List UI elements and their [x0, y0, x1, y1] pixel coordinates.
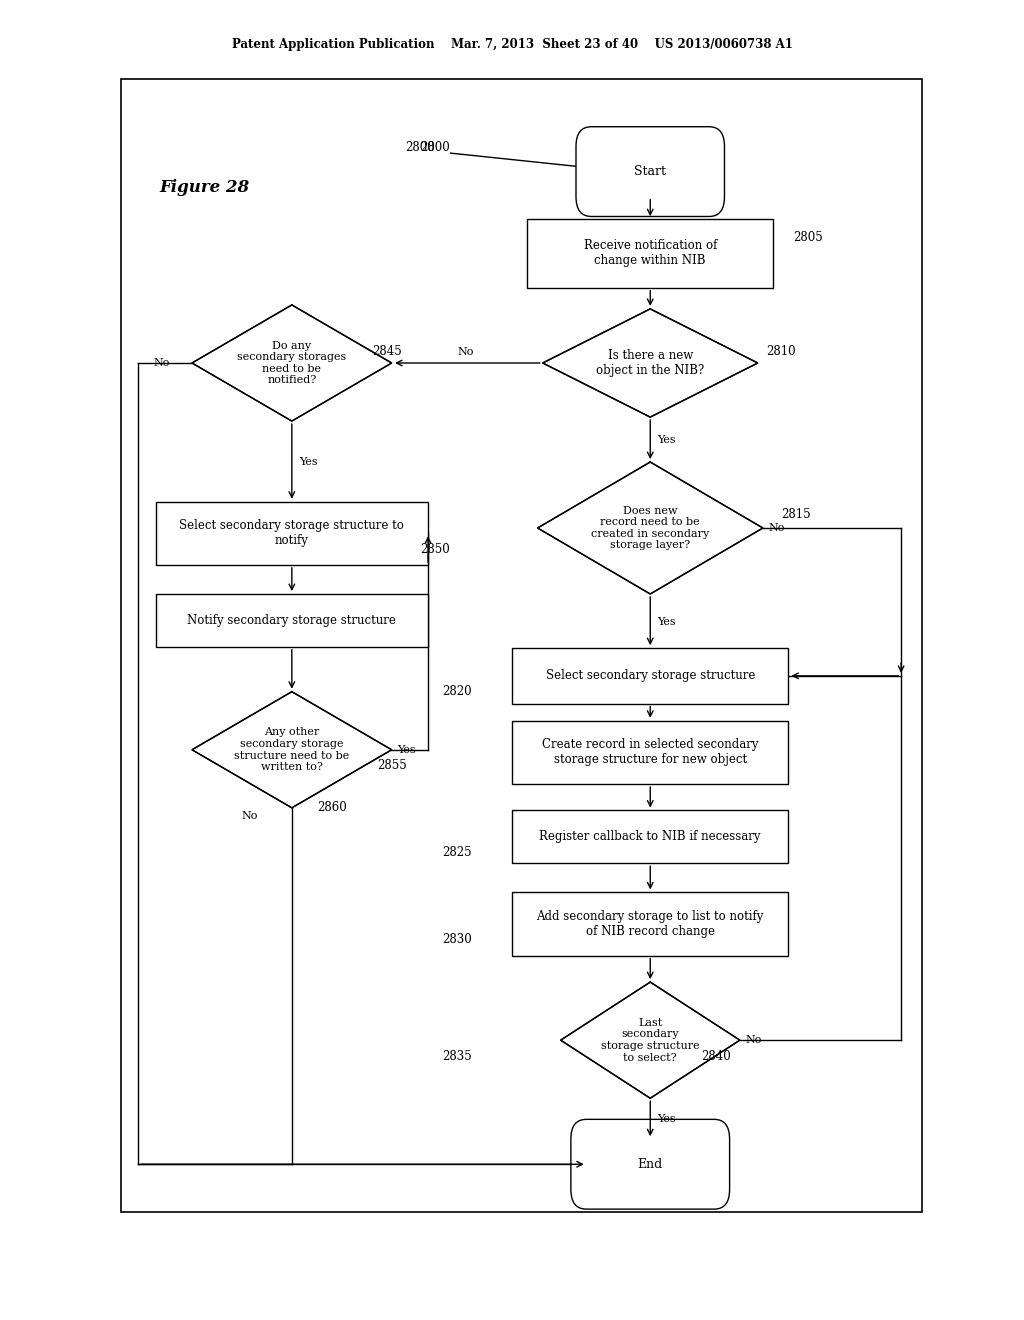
Text: Create record in selected secondary
storage structure for new object: Create record in selected secondary stor… [542, 738, 759, 767]
Polygon shape [538, 462, 763, 594]
Text: Select secondary storage structure: Select secondary storage structure [546, 669, 755, 682]
Text: Start: Start [634, 165, 667, 178]
Text: 2840: 2840 [701, 1049, 731, 1063]
Text: 2850: 2850 [420, 543, 450, 556]
Text: No: No [745, 1035, 762, 1045]
Text: Does new
record need to be
created in secondary
storage layer?: Does new record need to be created in se… [591, 506, 710, 550]
Text: Add secondary storage to list to notify
of NIB record change: Add secondary storage to list to notify … [537, 909, 764, 939]
FancyBboxPatch shape [512, 892, 788, 956]
Polygon shape [191, 305, 391, 421]
Text: 2855: 2855 [377, 759, 407, 772]
Text: Select secondary storage structure to
notify: Select secondary storage structure to no… [179, 519, 404, 548]
FancyBboxPatch shape [156, 594, 428, 647]
Text: No: No [242, 810, 258, 821]
Text: Register callback to NIB if necessary: Register callback to NIB if necessary [540, 830, 761, 843]
Text: 2800: 2800 [420, 141, 450, 154]
Text: No: No [768, 523, 784, 533]
FancyBboxPatch shape [512, 648, 788, 704]
Polygon shape [543, 309, 758, 417]
Text: Figure 28: Figure 28 [160, 180, 250, 195]
Text: 2800: 2800 [404, 141, 435, 154]
FancyBboxPatch shape [571, 1119, 729, 1209]
Text: Notify secondary storage structure: Notify secondary storage structure [187, 614, 396, 627]
Text: Yes: Yes [657, 434, 676, 445]
FancyBboxPatch shape [512, 721, 788, 784]
Text: 2825: 2825 [442, 846, 472, 859]
Text: 2830: 2830 [442, 933, 472, 946]
Text: End: End [638, 1158, 663, 1171]
Text: Yes: Yes [299, 457, 317, 467]
Text: Yes: Yes [657, 1114, 676, 1125]
Polygon shape [191, 692, 391, 808]
FancyBboxPatch shape [527, 219, 773, 288]
Polygon shape [561, 982, 739, 1098]
FancyBboxPatch shape [575, 127, 725, 216]
FancyBboxPatch shape [156, 502, 428, 565]
Text: Yes: Yes [657, 616, 676, 627]
Text: No: No [154, 358, 170, 368]
Text: 2820: 2820 [442, 685, 472, 698]
Text: 2815: 2815 [781, 508, 811, 521]
Text: Last
secondary
storage structure
to select?: Last secondary storage structure to sele… [601, 1018, 699, 1063]
Text: Any other
secondary storage
structure need to be
written to?: Any other secondary storage structure ne… [234, 727, 349, 772]
Text: No: No [458, 347, 474, 358]
Text: Yes: Yes [397, 744, 416, 755]
Text: Patent Application Publication    Mar. 7, 2013  Sheet 23 of 40    US 2013/006073: Patent Application Publication Mar. 7, 2… [231, 38, 793, 51]
Text: 2805: 2805 [794, 231, 823, 244]
FancyBboxPatch shape [512, 810, 788, 863]
Text: 2810: 2810 [766, 345, 796, 358]
Text: Is there a new
object in the NIB?: Is there a new object in the NIB? [596, 348, 705, 378]
Text: 2845: 2845 [372, 345, 401, 358]
Text: Do any
secondary storages
need to be
notified?: Do any secondary storages need to be not… [238, 341, 346, 385]
Text: 2835: 2835 [442, 1049, 472, 1063]
Text: 2860: 2860 [317, 801, 347, 814]
Text: Receive notification of
change within NIB: Receive notification of change within NI… [584, 239, 717, 268]
